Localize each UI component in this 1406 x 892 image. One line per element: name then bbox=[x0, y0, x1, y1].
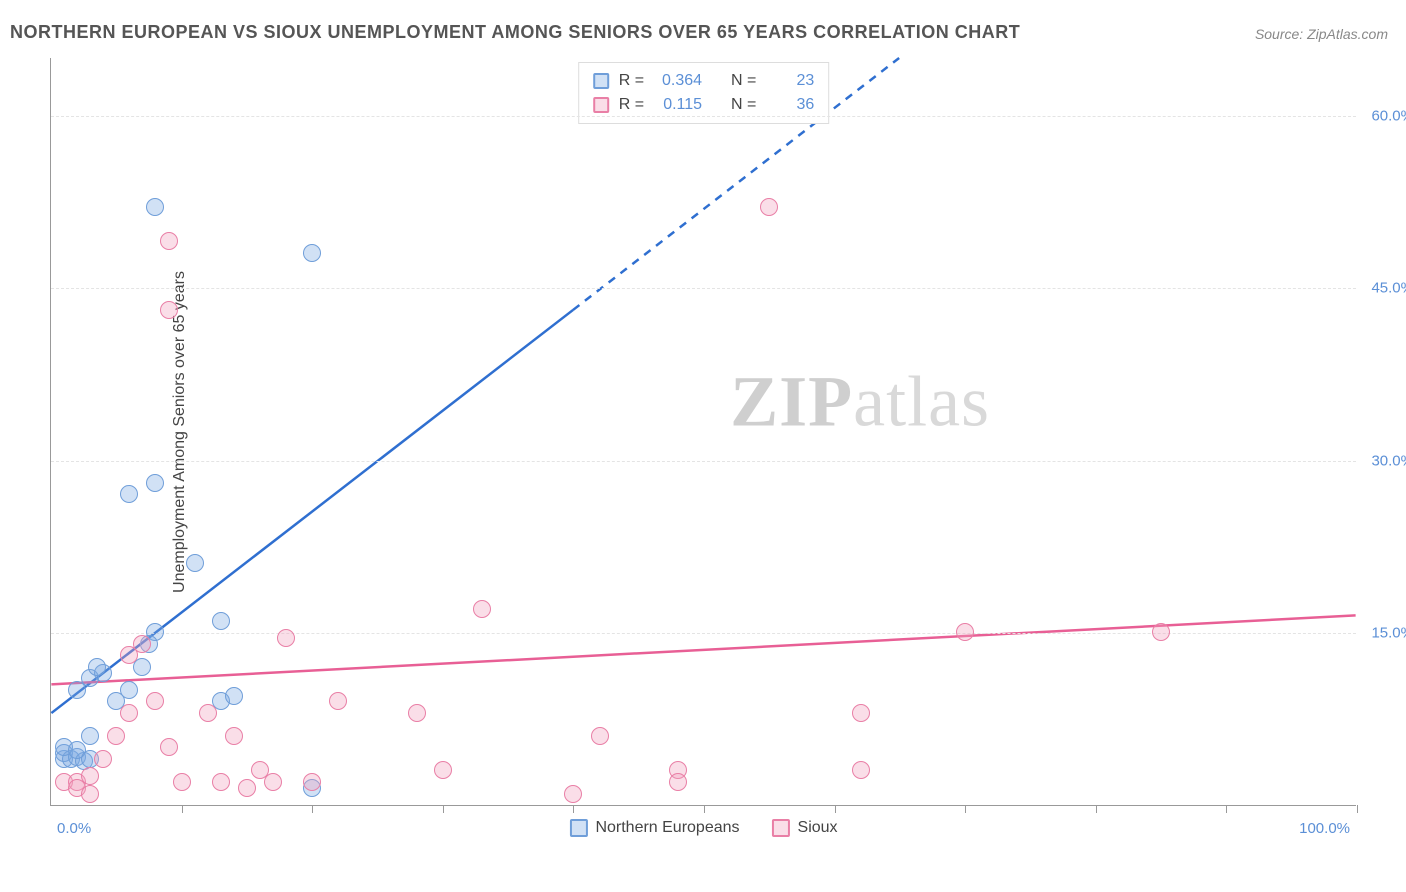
x-tick bbox=[182, 805, 183, 813]
regression-lines-svg bbox=[51, 58, 1356, 805]
legend-label: Northern Europeans bbox=[595, 819, 739, 837]
stats-r-label: R = bbox=[619, 69, 644, 93]
source-attribution: Source: ZipAtlas.com bbox=[1255, 26, 1388, 42]
y-axis-label: Unemployment Among Seniors over 65 years bbox=[171, 271, 189, 593]
x-tick bbox=[1226, 805, 1227, 813]
legend: Northern Europeans Sioux bbox=[569, 819, 837, 837]
gridline bbox=[51, 633, 1356, 634]
stats-r-value: 0.115 bbox=[654, 93, 702, 117]
stats-n-label: N = bbox=[731, 93, 756, 117]
plot-area: ZIPatlas Unemployment Among Seniors over… bbox=[50, 58, 1356, 806]
legend-swatch bbox=[772, 819, 790, 837]
legend-item: Sioux bbox=[772, 819, 838, 837]
y-tick-label: 30.0% bbox=[1371, 452, 1406, 469]
x-axis-min-label: 0.0% bbox=[57, 820, 91, 837]
gridline bbox=[51, 288, 1356, 289]
stats-r-value: 0.364 bbox=[654, 69, 702, 93]
stats-n-value: 36 bbox=[766, 93, 814, 117]
x-tick bbox=[965, 805, 966, 813]
x-tick bbox=[835, 805, 836, 813]
x-tick bbox=[443, 805, 444, 813]
chart-title: NORTHERN EUROPEAN VS SIOUX UNEMPLOYMENT … bbox=[10, 22, 1020, 43]
stats-row: R = 0.364 N = 23 bbox=[593, 69, 815, 93]
legend-item: Northern Europeans bbox=[569, 819, 739, 837]
y-tick-label: 60.0% bbox=[1371, 107, 1406, 124]
y-tick-label: 45.0% bbox=[1371, 280, 1406, 297]
x-tick bbox=[573, 805, 574, 813]
stats-row: R = 0.115 N = 36 bbox=[593, 93, 815, 117]
x-axis-max-label: 100.0% bbox=[1299, 820, 1350, 837]
stats-n-value: 23 bbox=[766, 69, 814, 93]
stats-swatch bbox=[593, 97, 609, 113]
legend-label: Sioux bbox=[798, 819, 838, 837]
stats-r-label: R = bbox=[619, 93, 644, 117]
stats-n-label: N = bbox=[731, 69, 756, 93]
y-tick-label: 15.0% bbox=[1371, 625, 1406, 642]
gridline bbox=[51, 461, 1356, 462]
legend-swatch bbox=[569, 819, 587, 837]
stats-swatch bbox=[593, 73, 609, 89]
gridline bbox=[51, 116, 1356, 117]
x-tick bbox=[312, 805, 313, 813]
x-tick bbox=[1096, 805, 1097, 813]
x-tick bbox=[704, 805, 705, 813]
x-tick bbox=[1357, 805, 1358, 813]
